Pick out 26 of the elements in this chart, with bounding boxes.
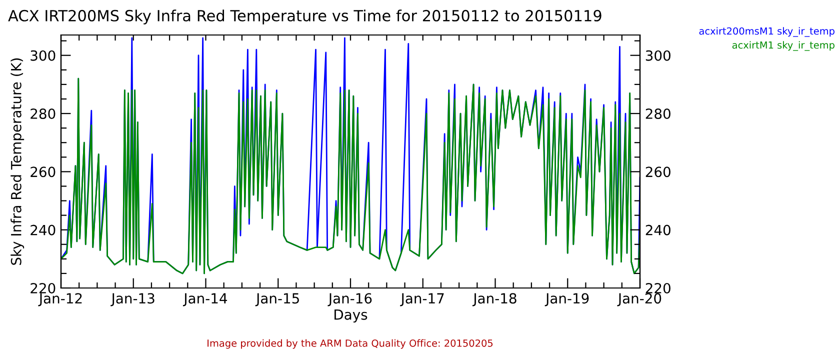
x-tick-label: Jan-15 xyxy=(255,293,299,306)
y-tick-label: 300 xyxy=(30,50,56,61)
y-tick-label: 220 xyxy=(30,282,56,294)
y-tick-label: 280 xyxy=(30,108,56,119)
x-tick-label: Jan-19 xyxy=(544,293,589,306)
text: Image provided by the ARM Data Quality Office: 20150205 xyxy=(208,339,493,349)
x-tick-label: Jan-20 xyxy=(617,293,662,306)
line-series xyxy=(61,78,640,274)
x-tick-label: Jan-18 xyxy=(472,293,516,306)
text: acxirt200msM1 sky_ir_temp xyxy=(699,27,834,37)
y-tick-label: 260 xyxy=(30,166,56,178)
chart-title: ACX IRT200MS Sky Infra Red Temperature vs Time for 20150112 to 20150119 xyxy=(8,10,602,24)
y2-tick-label: 240 xyxy=(646,224,670,236)
y2-tick-label: 300 xyxy=(646,50,670,61)
x-tick-label: Jan-16 xyxy=(328,293,372,306)
y2-tick-label: 220 xyxy=(646,282,670,294)
y2-tick-label: 280 xyxy=(646,108,670,119)
y-axis-title: Sky Infra Red Temperature (K) xyxy=(10,58,24,265)
y-tick-label: 240 xyxy=(30,224,56,236)
x-tick-label: Jan-14 xyxy=(182,293,228,306)
x-tick-label: Jan-12 xyxy=(38,293,82,306)
x-axis-title: Days xyxy=(334,310,368,323)
x-tick-label: Jan-17 xyxy=(400,293,444,306)
y2-tick-label: 260 xyxy=(646,166,670,178)
text: acxirtM1 sky_ir_temp xyxy=(732,41,834,51)
x-tick-label: Jan-13 xyxy=(110,293,154,306)
